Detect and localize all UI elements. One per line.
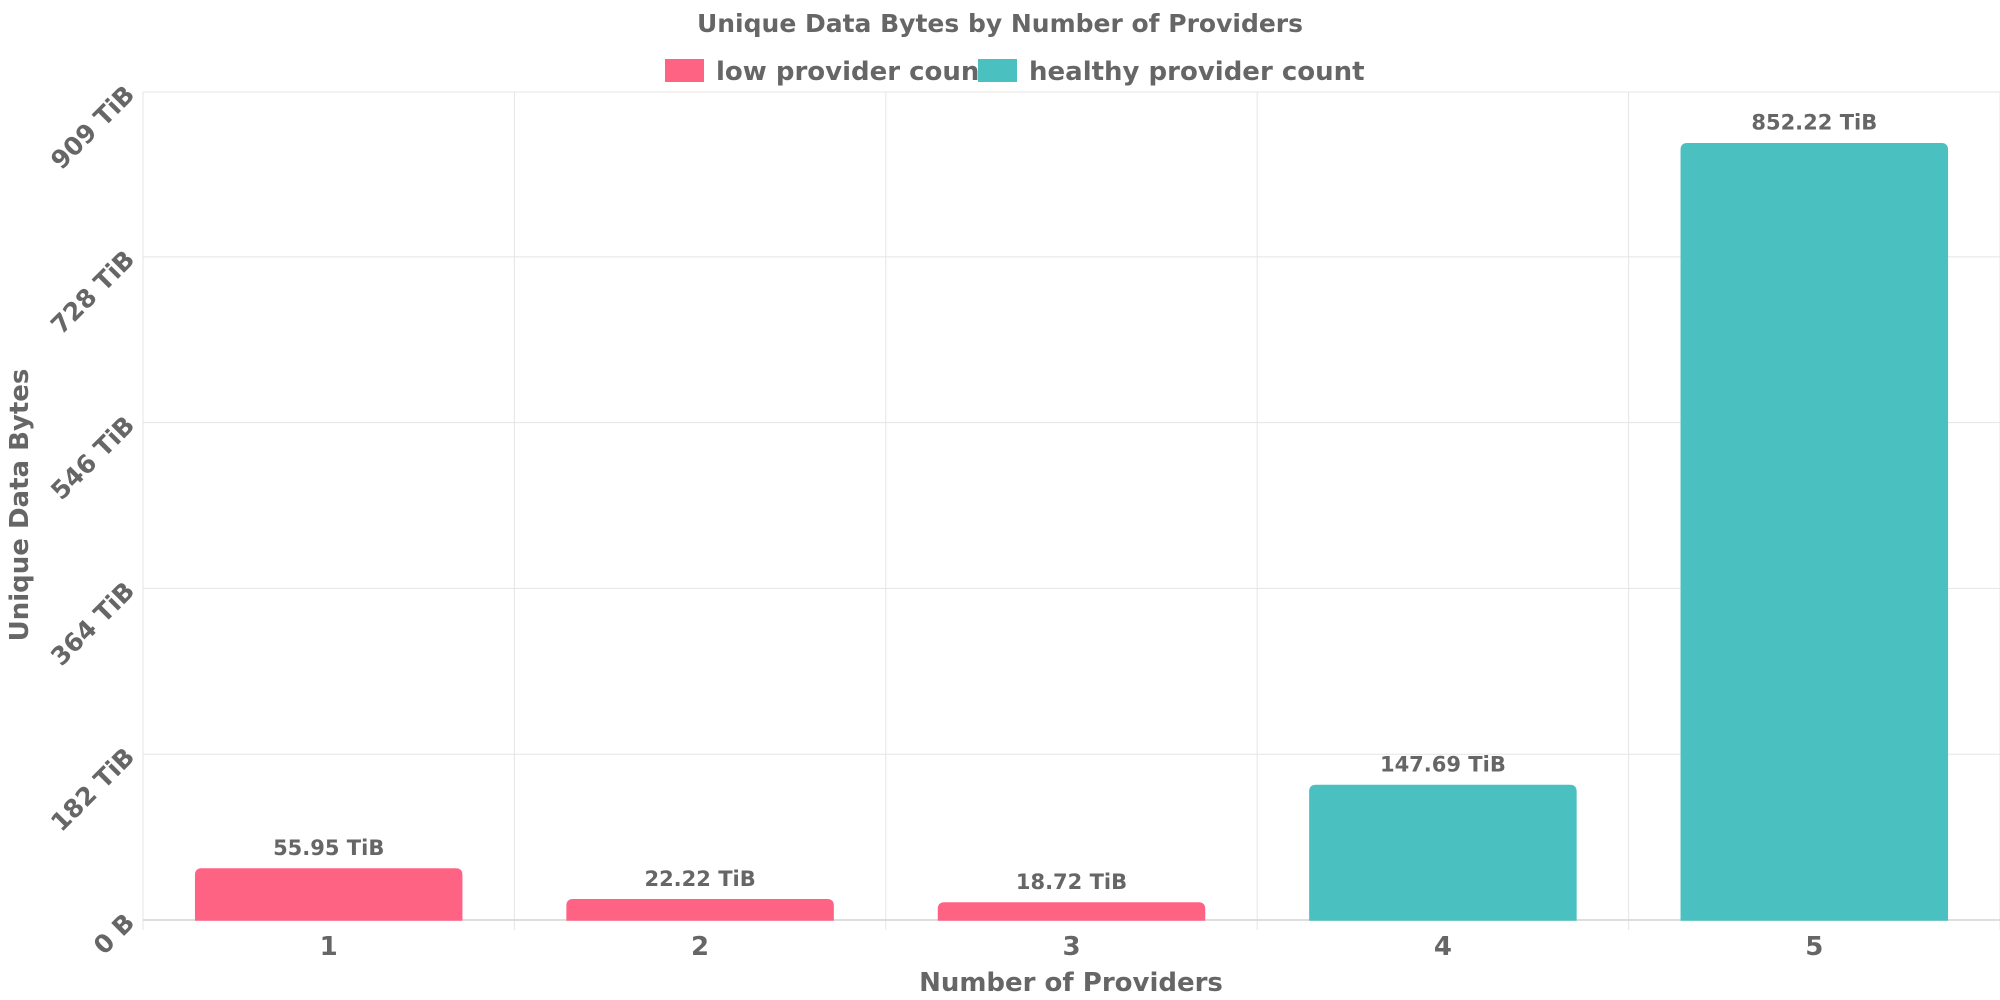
bar-3[interactable] bbox=[937, 902, 1206, 921]
bar-5[interactable] bbox=[1680, 142, 1949, 921]
x-tick-label: 2 bbox=[691, 932, 709, 962]
legend-item-low[interactable]: low provider count bbox=[665, 57, 992, 87]
y-tick-label: 728 TiB bbox=[45, 245, 140, 340]
x-tick-label: 5 bbox=[1805, 932, 1823, 962]
y-tick-label: 182 TiB bbox=[45, 742, 140, 837]
legend-label-low: low provider count bbox=[716, 57, 992, 87]
y-tick-label: 0 B bbox=[88, 908, 140, 960]
y-tick-label: 909 TiB bbox=[45, 80, 140, 175]
bar-2[interactable] bbox=[566, 899, 834, 921]
legend: low provider count healthy provider coun… bbox=[665, 57, 1365, 87]
data-label-4: 147.69 TiB bbox=[1380, 752, 1506, 776]
data-label-1: 55.95 TiB bbox=[273, 836, 384, 860]
x-tick-label: 1 bbox=[320, 932, 338, 962]
data-label-2: 22.22 TiB bbox=[644, 867, 755, 891]
y-tick-label: 364 TiB bbox=[45, 576, 140, 671]
bars bbox=[194, 142, 1949, 921]
x-tick-label: 3 bbox=[1062, 932, 1080, 962]
y-axis-title: Unique Data Bytes bbox=[5, 369, 35, 642]
x-axis-title: Number of Providers bbox=[919, 968, 1223, 998]
x-tick-label: 4 bbox=[1434, 932, 1452, 962]
data-label-5: 852.22 TiB bbox=[1751, 111, 1877, 135]
bar-4[interactable] bbox=[1309, 784, 1577, 921]
x-axis: 1 2 3 4 5 bbox=[320, 932, 1824, 962]
data-labels: 55.95 TiB 22.22 TiB 18.72 TiB 147.69 TiB 852… bbox=[273, 111, 1877, 894]
legend-swatch-low bbox=[665, 59, 704, 82]
chart-title: Unique Data Bytes by Number of Providers bbox=[697, 9, 1303, 38]
y-tick-label: 546 TiB bbox=[45, 410, 140, 505]
bar-1[interactable] bbox=[194, 868, 463, 921]
legend-label-healthy: healthy provider count bbox=[1029, 57, 1365, 87]
legend-swatch-healthy bbox=[978, 59, 1017, 82]
data-label-3: 18.72 TiB bbox=[1016, 870, 1127, 894]
legend-item-healthy[interactable]: healthy provider count bbox=[978, 57, 1365, 87]
y-axis: 0 B 182 TiB 364 TiB 546 TiB 728 TiB 909 TiB bbox=[45, 80, 140, 960]
